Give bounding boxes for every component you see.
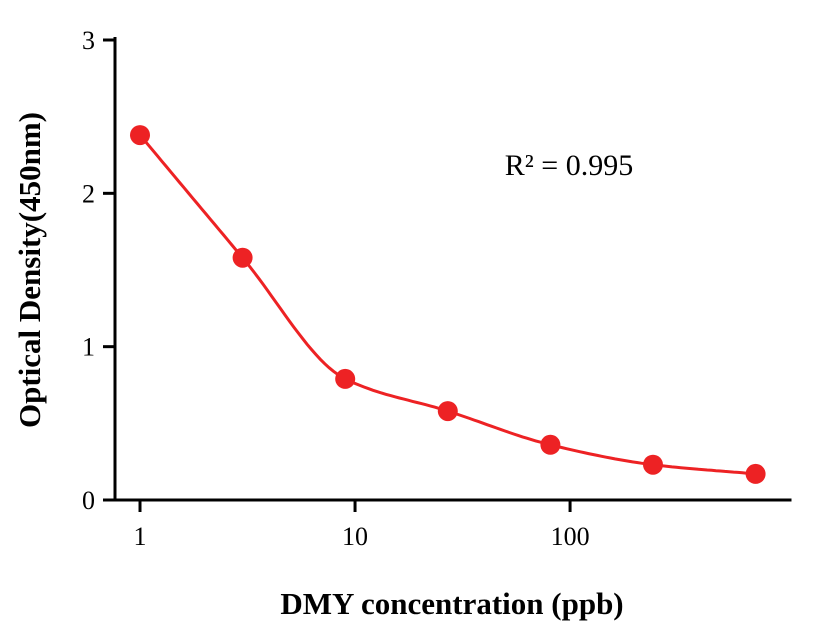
data-point bbox=[643, 454, 663, 475]
r-squared-annotation: R² = 0.995 bbox=[504, 149, 634, 182]
y-tick-label: 3 bbox=[82, 26, 95, 55]
y-tick-label: 2 bbox=[82, 179, 95, 208]
data-point bbox=[540, 434, 561, 455]
data-point bbox=[335, 368, 356, 389]
data-point bbox=[437, 401, 458, 422]
axes bbox=[113, 37, 792, 502]
y-axis-label: Optical Density(450nm) bbox=[12, 111, 47, 429]
fit-curve bbox=[138, 133, 758, 476]
tick-labels: 0 1 2 3 1 10 100 bbox=[82, 26, 590, 551]
x-tick-label: 10 bbox=[342, 522, 368, 551]
data-point bbox=[745, 463, 766, 484]
axis-lines bbox=[113, 37, 792, 502]
data-point bbox=[232, 247, 253, 268]
data-point bbox=[130, 125, 150, 146]
y-tick-label: 0 bbox=[82, 486, 95, 515]
data-points bbox=[130, 125, 766, 484]
x-axis-label: DMY concentration (ppb) bbox=[280, 586, 624, 621]
x-tick-label: 100 bbox=[551, 522, 590, 551]
y-tick-label: 1 bbox=[82, 333, 95, 362]
x-tick-label: 1 bbox=[134, 522, 147, 551]
ticks bbox=[103, 38, 572, 512]
